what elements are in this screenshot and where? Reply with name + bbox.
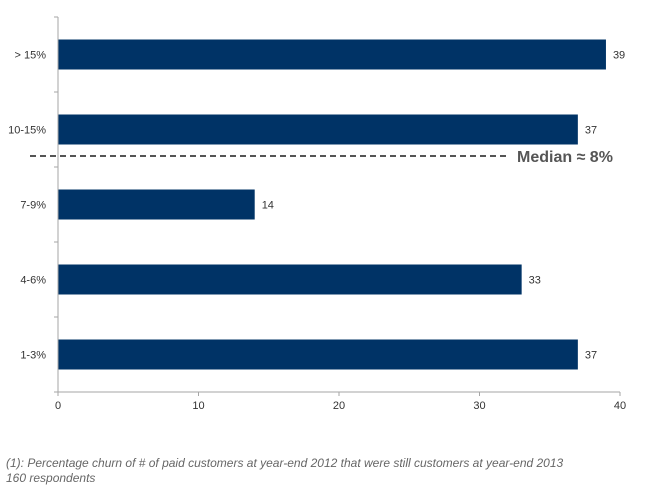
- category-label: 10-15%: [8, 125, 46, 137]
- category-label: 4-6%: [20, 275, 46, 287]
- data-label: 14: [262, 200, 274, 212]
- data-label: 37: [585, 350, 597, 362]
- bar: [58, 189, 255, 220]
- data-label: 37: [585, 125, 597, 137]
- churn-bar-chart: 39 37 14 33 37 > 15% 10-15% 7-9% 4-6% 1-3% 0 10 20…: [8, 16, 626, 412]
- footnote-line-1: (1): Percentage churn of # of paid custo…: [6, 456, 564, 470]
- bar: [58, 39, 606, 70]
- data-label: 39: [613, 50, 625, 62]
- axes: 0 10 20 30 40: [54, 16, 626, 412]
- bar-group: [58, 39, 606, 370]
- x-tick-label: 30: [473, 400, 485, 412]
- data-label: 33: [529, 275, 541, 287]
- category-label: 1-3%: [20, 350, 46, 362]
- category-label-group: > 15% 10-15% 7-9% 4-6% 1-3%: [8, 50, 46, 362]
- median-annotation: Median ≈ 8%: [30, 149, 613, 166]
- x-tick-label: 40: [614, 400, 626, 412]
- category-label: > 15%: [15, 50, 47, 62]
- x-tick-label: 20: [333, 400, 345, 412]
- x-tick-label: 10: [192, 400, 204, 412]
- category-label: 7-9%: [20, 200, 46, 212]
- bar: [58, 264, 522, 295]
- bar: [58, 339, 578, 370]
- footnote: (1): Percentage churn of # of paid custo…: [6, 456, 563, 486]
- x-tick-label: 0: [55, 400, 61, 412]
- bar: [58, 114, 578, 145]
- footnote-line-2: 160 respondents: [6, 471, 96, 485]
- data-label-group: 39 37 14 33 37: [262, 50, 626, 362]
- median-label: Median ≈ 8%: [517, 149, 613, 166]
